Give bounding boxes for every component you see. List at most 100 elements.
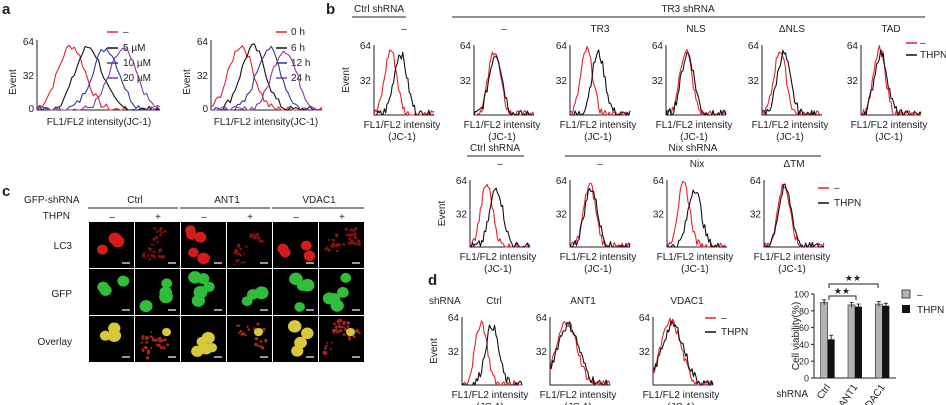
lc3-puncta [151,338,155,342]
histogram-series-thpn [461,324,523,386]
lc3-puncta [151,254,156,258]
lc3-puncta [162,345,165,348]
micrograph-tile [181,269,226,315]
panel-label-c: c [2,183,10,200]
lc3-puncta [148,258,151,261]
y-tick-32: 32 [750,210,762,221]
lc3-puncta [259,340,263,343]
lc3-puncta [238,331,241,334]
lc3-puncta [163,338,167,342]
sign-minus: – [109,212,115,223]
lc3-puncta [253,235,257,240]
lc3-puncta [150,243,153,246]
x-axis-label: (JC-1) [484,264,512,275]
panel-label-b: b [326,1,335,18]
histogram-panel: – 64 32 FL1/FL2 intensity(JC-1) [460,24,540,143]
histogram-series-2 [211,43,323,111]
y-axis-label: Event [8,69,19,95]
x-axis-label: shRNA [776,389,808,400]
histogram-panel: TAD 64 32 FL1/FL2 intensity(JC-1) [847,24,927,143]
lc3-puncta [245,245,248,248]
y-tick-32: 32 [556,76,568,87]
panel-c-headers: GFP-shRNA THPN Ctrl ANT1 VDAC1 – + – + –… [24,195,364,348]
lc3-puncta [358,242,361,246]
gfp-cell [337,287,349,298]
micrograph-background [227,316,272,362]
lc3-puncta [159,227,163,231]
x-axis-label: FL1/FL2 intensity(JC-1) [214,117,318,128]
micrograph-background [135,222,180,268]
panel-b-row2-legend: – THPN [818,183,861,209]
lc3-puncta [156,240,159,243]
histogram-panel: NLS 64 32 FL1/FL2 intensity(JC-1) [652,24,732,143]
y-tick-0: 0 [28,104,34,115]
row-header-gfp-shrna: GFP-shRNA [24,195,80,206]
bar-ctrl-thpn [827,339,835,378]
micrograph-tile [135,269,180,315]
lc3-puncta [159,233,162,237]
lc3-puncta [157,343,161,347]
group-ant1: ANT1 [214,195,240,206]
title-ant1: ANT1 [570,296,596,307]
x-axis-label: FL1/FL2 intensity [540,390,617,401]
y-tick-32: 32 [460,76,472,87]
gfp-cell [294,302,305,312]
y-tick-64: 64 [556,41,568,52]
lc3-puncta [334,244,338,248]
y-axis-label: Event [182,69,193,95]
cell-nucleus [107,329,122,342]
y-tick-label: 80 [799,306,809,316]
lc3-puncta [358,331,361,335]
lc3-puncta [322,350,327,355]
y-tick-32: 32 [197,71,209,82]
bar-ctrl-minus [820,302,828,379]
y-ticks: 0 20 40 60 80 100 [794,290,814,384]
lc3-puncta [146,351,150,355]
y-tick-32: 32 [653,210,665,221]
y-tick-64: 64 [448,313,460,324]
legend-label: – [123,27,129,38]
sign-plus: + [155,212,161,223]
micrograph-tile [89,316,134,362]
x-axis-label: (JC-1) [681,264,709,275]
gfp-cell [203,281,215,293]
lc3-puncta [141,349,145,353]
x-tick-label: ANT1 [837,382,861,405]
y-tick-32: 32 [847,76,859,87]
error-bar [849,301,854,308]
lc3-puncta [258,237,261,240]
panel-d-bar-chart: Cell viability(%) 0 20 40 60 80 100 Ctrl ANT1 V… [776,273,944,405]
panel-b-row2-headers: Ctrl shRNA Nix shRNA [467,143,821,157]
bar-vdac1-minus [875,303,883,379]
y-tick-32: 32 [639,347,651,358]
y-tick-label: 60 [799,323,809,333]
lc3-puncta [163,229,167,233]
legend-label: – [920,38,926,49]
lc3-puncta [153,227,156,230]
histogram-series-minus [469,183,531,248]
lc3-puncta [260,239,264,243]
x-axis-label: (JC-1) [776,132,804,143]
x-axis-label: (JC-1) [488,132,516,143]
legend-swatch-black [902,305,910,313]
lc3-puncta [337,324,342,329]
lc3-puncta [336,244,340,247]
gfp-cell [139,300,153,313]
cell-nucleus [188,247,199,258]
histogram-series-minus [652,317,714,386]
y-axis-label: Cell viability(%) [791,302,802,370]
lc3-puncta [333,328,337,333]
cell-nucleus [294,336,307,349]
lc3-puncta [240,333,243,336]
y-tick-32: 32 [23,71,35,82]
lc3-puncta [239,254,243,257]
lc3-puncta [334,233,339,237]
histogram-title: – [497,159,503,170]
lc3-puncta [154,338,158,342]
histogram-title: – [597,159,603,170]
y-axis-label: Event [341,67,352,93]
gfp-cell [289,272,303,286]
histogram-series-minus [666,181,727,248]
error-bar [883,302,888,309]
